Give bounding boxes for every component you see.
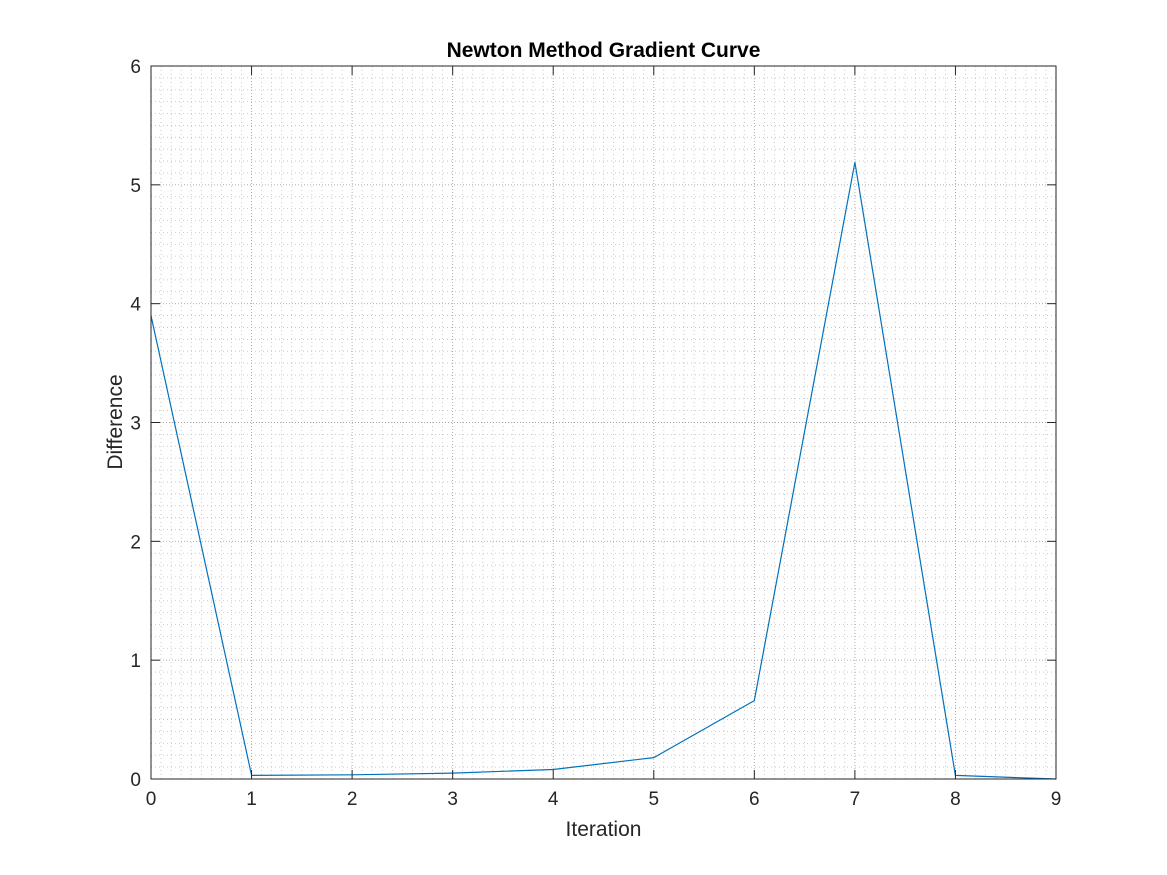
y-tick-label: 0 [130, 770, 141, 791]
x-axis-label: Iteration [566, 818, 642, 841]
y-tick-label: 6 [130, 57, 141, 78]
y-axis-label: Difference [104, 374, 127, 469]
y-tick-label: 5 [130, 176, 141, 197]
x-tick-label: 5 [648, 789, 659, 810]
y-tick-label: 4 [130, 295, 141, 316]
x-tick-label: 9 [1051, 789, 1062, 810]
x-tick-label: 4 [548, 789, 559, 810]
y-tick-label: 2 [130, 532, 141, 553]
chart-title: Newton Method Gradient Curve [447, 39, 761, 62]
y-tick-label: 3 [130, 414, 141, 435]
x-tick-labels: 0 1 2 3 4 5 6 7 8 9 [146, 789, 1062, 810]
x-tick-label: 1 [246, 789, 257, 810]
y-tick-labels: 0 1 2 3 4 5 6 [130, 57, 141, 791]
y-tick-label: 1 [130, 651, 141, 672]
x-tick-label: 7 [850, 789, 861, 810]
x-tick-label: 3 [447, 789, 458, 810]
series-line [150, 161, 1057, 780]
axis-ticks [150, 65, 1057, 780]
x-tick-label: 0 [146, 789, 157, 810]
x-tick-label: 8 [950, 789, 961, 810]
x-tick-label: 2 [347, 789, 358, 810]
x-tick-label: 6 [749, 789, 760, 810]
